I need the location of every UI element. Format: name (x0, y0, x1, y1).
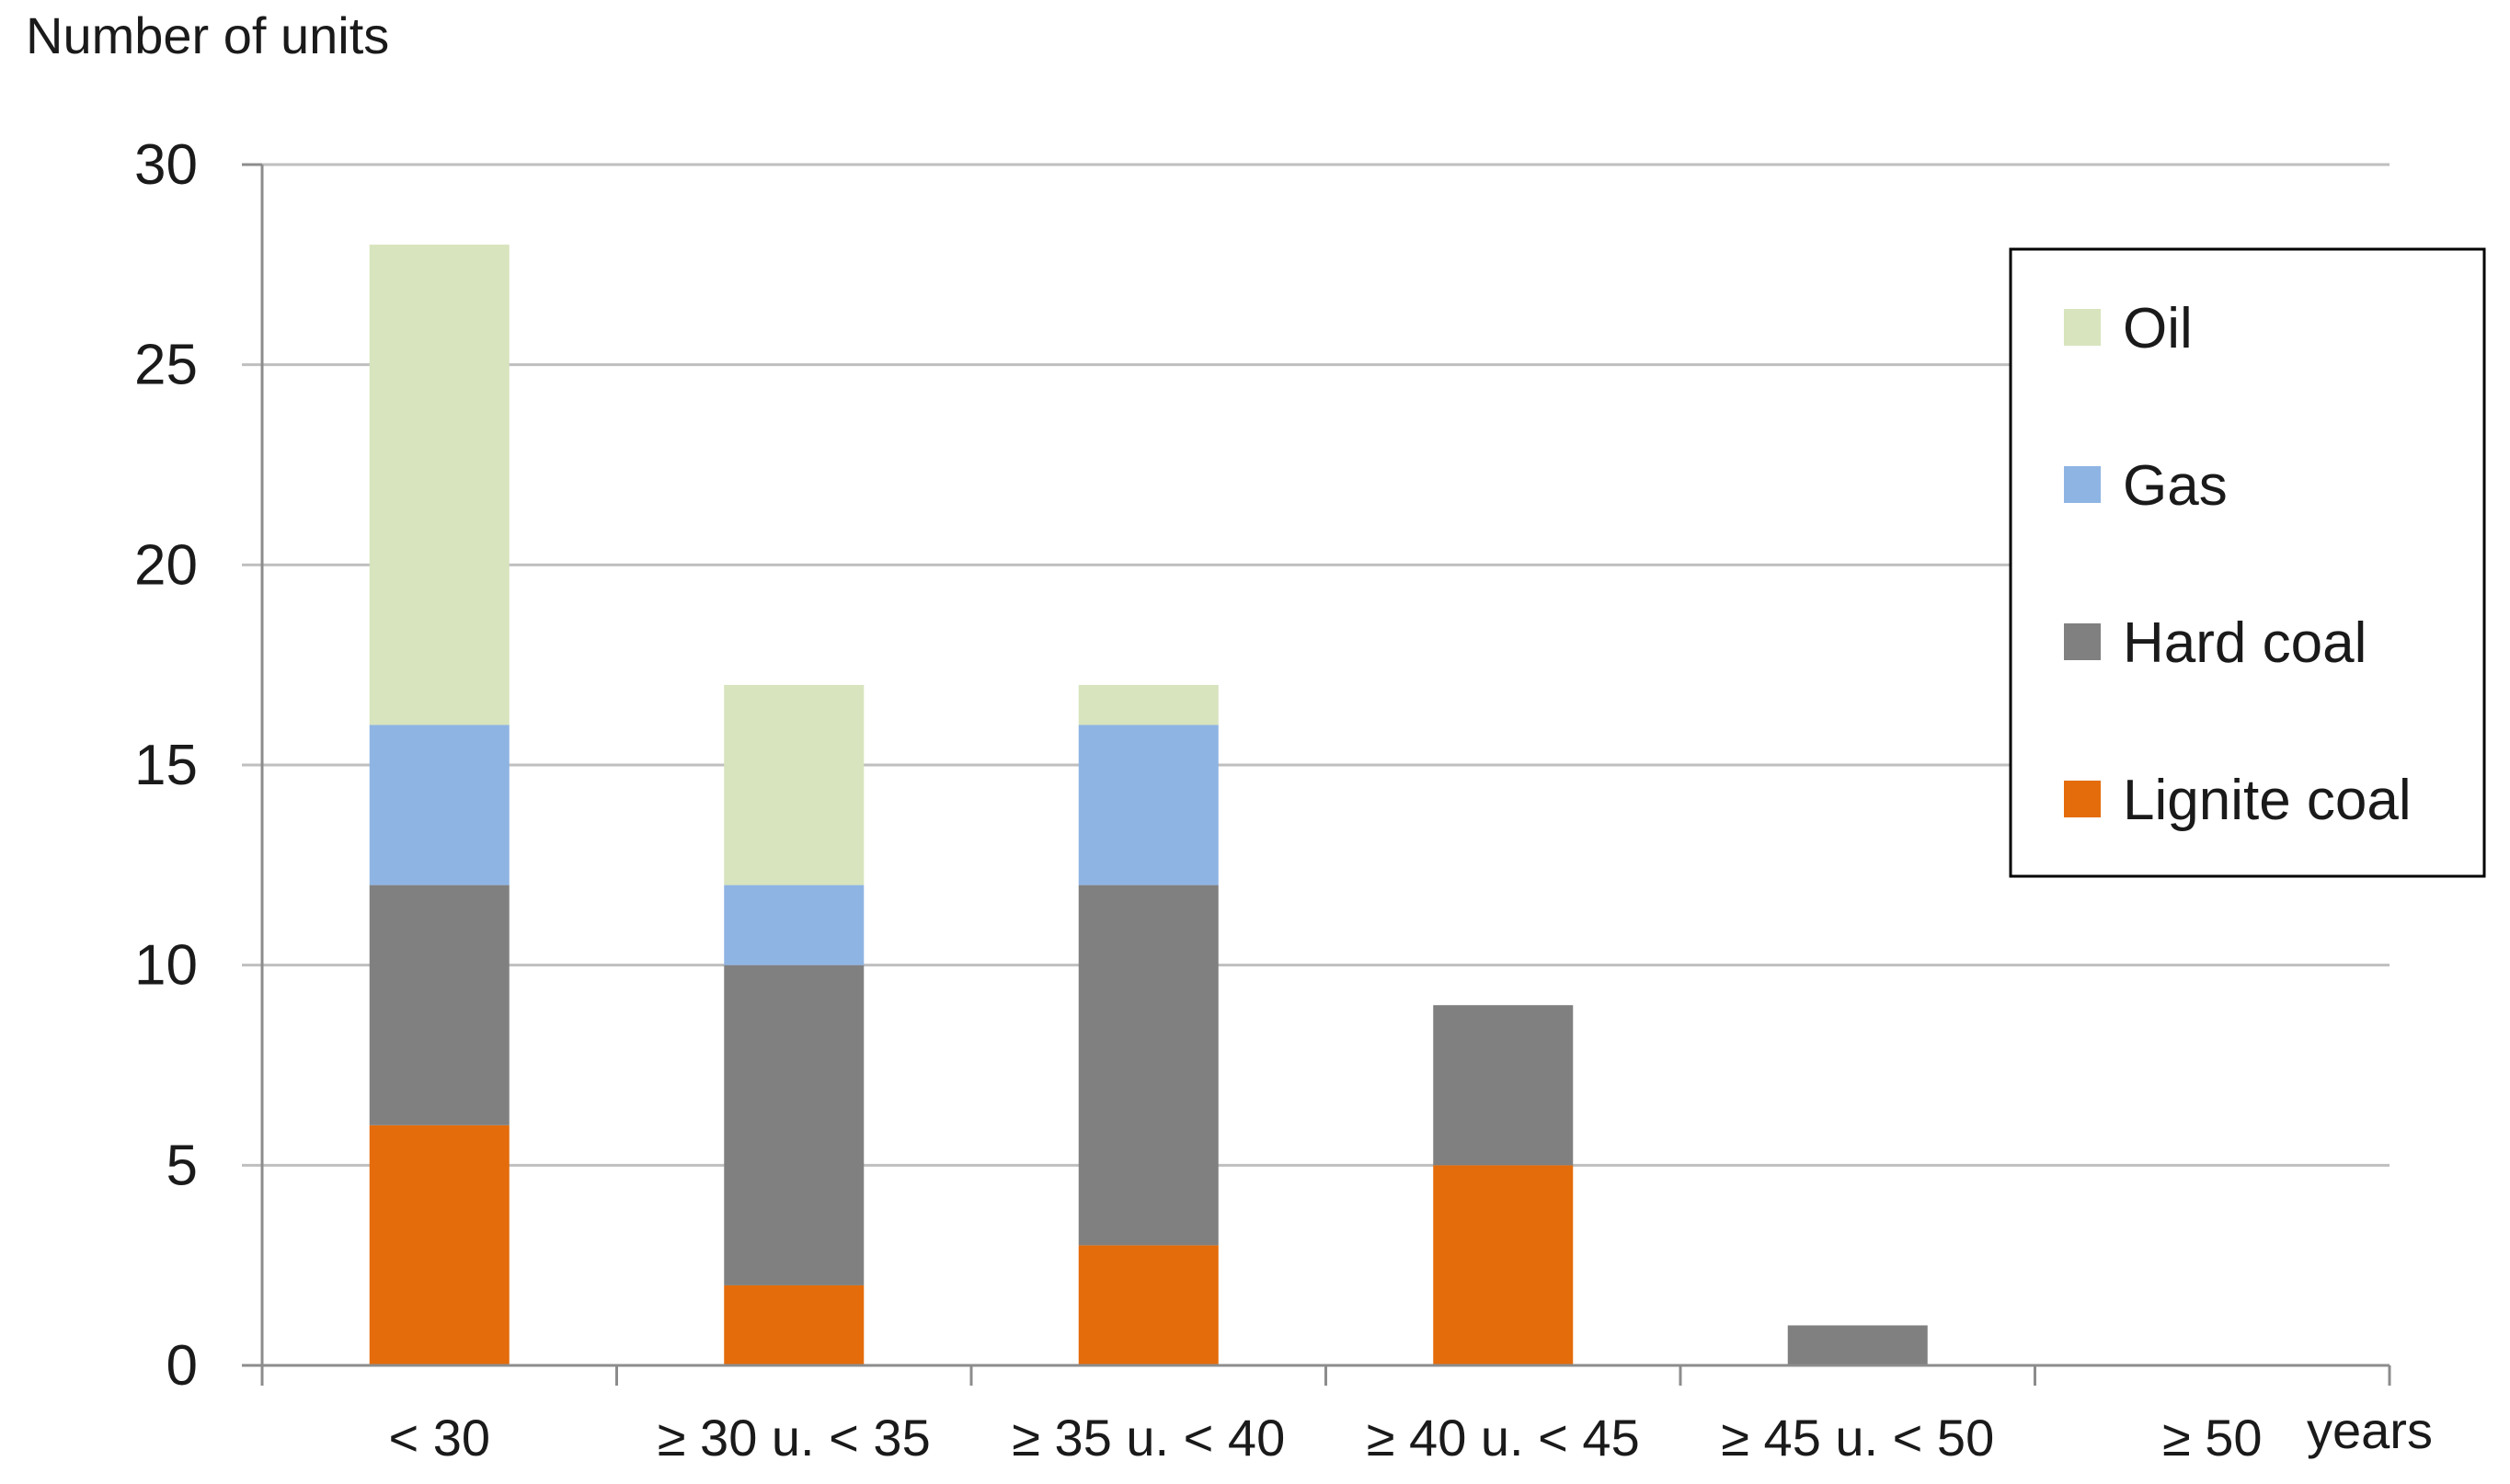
y-tick-label: 30 (134, 133, 198, 197)
bars (369, 245, 1928, 1365)
bar-lignite-coal (369, 1124, 510, 1365)
bar-hard-coal (1433, 1005, 1574, 1166)
bar-hard-coal (1078, 885, 1219, 1246)
y-tick-label: 0 (166, 1334, 198, 1398)
bar-oil (369, 245, 510, 725)
bar-gas (1078, 725, 1219, 885)
bar-lignite-coal (724, 1284, 865, 1365)
y-axis-title: Number of units (26, 6, 389, 64)
x-tick-label: < 30 (388, 1409, 490, 1467)
legend-swatch-oil (2064, 309, 2101, 346)
bar-hard-coal (369, 885, 510, 1125)
y-tick-labels: 0 5 10 15 20 25 30 (134, 133, 198, 1398)
y-tick-label: 20 (134, 533, 198, 597)
legend-label-oil: Oil (2123, 297, 2193, 360)
bar-gas (724, 885, 865, 965)
legend-label-hard-coal: Hard coal (2123, 611, 2367, 675)
bar-hard-coal (1787, 1325, 1928, 1365)
legend-box (2009, 247, 2486, 878)
legend: Oil Gas Hard coal Lignite coal (2009, 247, 2486, 878)
x-tick-label: ≥ 45 u. < 50 (1721, 1409, 1994, 1467)
axes (242, 163, 2391, 1386)
bar-lignite-coal (1433, 1165, 1574, 1365)
x-tick-label: ≥ 40 u. < 45 (1367, 1409, 1640, 1467)
bar-gas (369, 725, 510, 885)
y-tick-label: 25 (134, 334, 198, 397)
y-tick-label: 15 (134, 734, 198, 797)
x-tick-label: ≥ 50 (2162, 1409, 2263, 1467)
bar-oil (724, 684, 865, 885)
y-tick-label: 10 (134, 934, 198, 998)
legend-label-lignite-coal: Lignite coal (2123, 769, 2412, 832)
legend-swatch-lignite-coal (2064, 781, 2101, 817)
x-tick-label: ≥ 30 u. < 35 (658, 1409, 931, 1467)
x-axis-title: years (2307, 1401, 2433, 1459)
x-tick-label: ≥ 35 u. < 40 (1012, 1409, 1285, 1467)
bar-lignite-coal (1078, 1245, 1219, 1365)
x-tick-labels: < 30 ≥ 30 u. < 35 ≥ 35 u. < 40 ≥ 40 u. < 45… (388, 1409, 2262, 1467)
y-tick-label: 5 (166, 1134, 198, 1197)
gridlines (242, 163, 2390, 1167)
bar-hard-coal (724, 965, 865, 1285)
legend-swatch-gas (2064, 466, 2101, 503)
legend-label-gas: Gas (2123, 454, 2228, 518)
bar-oil (1078, 684, 1219, 725)
legend-swatch-hard-coal (2064, 623, 2101, 660)
